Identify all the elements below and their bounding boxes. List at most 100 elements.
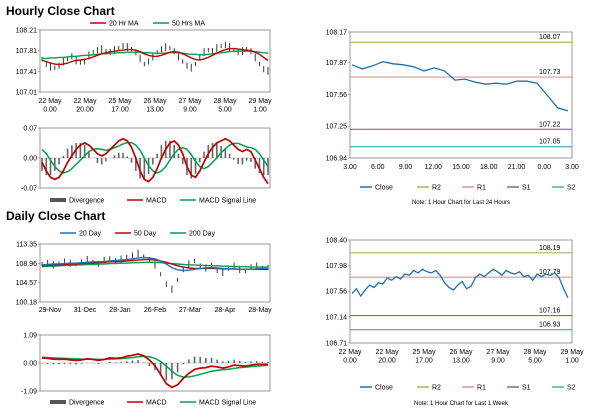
legend-label: Divergence xyxy=(69,400,105,407)
macd-line xyxy=(41,137,269,185)
plot-frame xyxy=(39,243,271,303)
level-label-s2: 106.93 xyxy=(539,322,561,329)
daily-right-y-tick: 108.40 xyxy=(326,238,348,245)
legend-label: R1 xyxy=(477,185,486,192)
hourly-macd-y-tick: 0.00 xyxy=(23,156,37,163)
daily-price-x-tick: 26-Feb xyxy=(144,307,166,314)
daily-right-y-tick: 107.14 xyxy=(326,314,348,321)
legend-label: R2 xyxy=(432,185,441,192)
legend-label: 50 Hrs MA xyxy=(172,21,205,28)
ma50-line xyxy=(42,50,269,60)
legend-label: Divergence xyxy=(69,198,105,205)
hourly-right-y-tick: 107.25 xyxy=(326,124,348,131)
daily-price-x-tick: 29-Nov xyxy=(39,307,62,314)
level-label-s1: 107.16 xyxy=(539,308,561,315)
legend-label: R2 xyxy=(432,385,441,392)
legend-swatch xyxy=(50,198,66,202)
hourly-right-x-tick: 15.00 xyxy=(452,164,470,171)
daily-price-x-tick: 28-Jan xyxy=(109,307,131,314)
legend-label: MACD xyxy=(146,400,167,407)
legend-label: 200 Day xyxy=(189,231,216,238)
daily-macd-y-tick: 1.09 xyxy=(23,333,37,340)
hourly-right-x-tick: 21.00 xyxy=(508,164,526,171)
chart-note: Note: 1 Hour Chart for Last 24 Hours xyxy=(412,200,510,206)
daily-right-y-tick: 107.98 xyxy=(326,263,348,270)
daily-close-levels-chart: 108.19 107.79 107.16 106.93 108.40 107.98 107.… xyxy=(326,238,584,408)
legend-label: Close xyxy=(375,185,393,192)
plot-frame xyxy=(39,29,271,93)
hourly-right-x-tick: 18.00 xyxy=(480,164,498,171)
hourly-price-x-tick: 29 May 1.00 xyxy=(249,98,272,114)
hourly-right-y-tick: 108.17 xyxy=(326,30,348,37)
hourly-price-x-tick: 25 May 17.00 xyxy=(109,98,132,114)
hourly-macd-y-tick: 0.07 xyxy=(23,126,37,133)
level-label-r2: 108.19 xyxy=(539,245,561,252)
hourly-price-y-tick: 107.41 xyxy=(16,69,38,76)
legend-label: MACD Signal Line xyxy=(199,198,256,205)
hourly-close-levels-chart: 108.07 107.73 107.22 107.05 108.17 107.87 107.… xyxy=(326,30,579,207)
daily-price-x-tick: 28-May xyxy=(248,307,272,314)
hourly-right-y-tick: 106.94 xyxy=(326,156,348,163)
hourly-right-x-tick: 6.00 xyxy=(371,164,385,171)
daily-right-x-tick: 29 May 1.00 xyxy=(561,349,584,365)
legend-label: 20 Day xyxy=(79,231,102,238)
daily-right-x-tick: 22 May 20.00 xyxy=(376,349,399,365)
ma20-line xyxy=(41,47,269,66)
daily-macd-chart: 1.09 0.00 -1.09 Divergence MACD MACD Signal L… xyxy=(21,333,271,407)
hourly-macd-y-tick: -0.07 xyxy=(21,186,37,193)
ma20-line xyxy=(41,256,268,272)
plot-frame xyxy=(349,239,573,344)
hourly-right-y-tick: 107.87 xyxy=(326,60,348,67)
legend-label: S1 xyxy=(522,385,531,392)
legend-label: 20 Hr MA xyxy=(109,21,139,28)
daily-price-y-tick: 108.96 xyxy=(16,261,38,268)
legend-label: 50 Day xyxy=(134,231,157,238)
close-line xyxy=(351,268,569,299)
ma200-line xyxy=(41,261,268,268)
daily-macd-y-tick: -1.09 xyxy=(21,389,37,396)
daily-price-x-tick: 28-Apr xyxy=(214,307,236,314)
daily-price-y-tick: 104.57 xyxy=(16,280,38,287)
hourly-right-x-tick: 3.00 xyxy=(565,164,579,171)
daily-right-x-tick: 28 May 5.00 xyxy=(524,349,547,365)
daily-price-x-tick: 27-Mar xyxy=(179,307,202,314)
daily-section-title: Daily Close Chart xyxy=(6,209,106,223)
hourly-price-chart: 20 Hr MA 50 Hrs MA 108.21 107.81 107.41 107.0… xyxy=(16,21,272,114)
daily-right-x-tick: 26 May 13.00 xyxy=(450,349,473,365)
legend-label: MACD xyxy=(146,198,167,205)
hourly-price-x-tick: 22 May 20.00 xyxy=(74,98,97,114)
daily-right-x-tick: 25 May 17.00 xyxy=(413,349,436,365)
legend-label: MACD Signal Line xyxy=(199,400,256,407)
daily-price-x-tick: 31-Dec xyxy=(74,307,97,314)
level-label-s2: 107.05 xyxy=(539,139,561,146)
daily-right-x-tick: 22 May 0.00 xyxy=(339,349,362,365)
level-label-r1: 107.73 xyxy=(539,69,561,76)
daily-price-y-tick: 113.35 xyxy=(16,242,37,249)
level-label-s1: 107.22 xyxy=(539,121,561,128)
hourly-price-y-tick: 107.81 xyxy=(16,48,38,55)
hourly-section-title: Hourly Close Chart xyxy=(6,4,115,18)
hourly-right-x-tick: 0.00 xyxy=(537,164,551,171)
daily-price-y-tick: 100.18 xyxy=(16,300,38,307)
daily-right-y-tick: 106.71 xyxy=(326,341,348,348)
hourly-right-x-tick: 3.00 xyxy=(343,164,357,171)
hourly-price-x-tick: 27 May 9.00 xyxy=(179,98,202,114)
close-line xyxy=(351,61,569,112)
level-label-r2: 108.07 xyxy=(539,34,561,41)
macd-line xyxy=(41,353,269,389)
daily-price-chart: 20 Day 50 Day 200 Day 113.35 108.96 104.57 100… xyxy=(16,231,273,315)
hourly-price-x-tick: 26 May 13.00 xyxy=(144,98,167,114)
level-label-r1: 107.79 xyxy=(539,269,561,276)
chart-note: Note: 1 Hour Chart for Last 1 Week xyxy=(414,401,509,407)
legend-label: R1 xyxy=(477,385,486,392)
hourly-price-y-tick: 107.01 xyxy=(16,90,38,97)
hourly-price-y-tick: 108.21 xyxy=(16,28,38,35)
plot-frame xyxy=(349,31,573,159)
legend-swatch xyxy=(50,400,66,404)
daily-macd-y-tick: 0.00 xyxy=(23,361,37,368)
legend-label: S2 xyxy=(567,185,576,192)
hourly-right-y-tick: 107.56 xyxy=(326,92,348,99)
daily-right-x-tick: 27 May 9.00 xyxy=(487,349,510,365)
hourly-price-x-tick: 22 May 0.00 xyxy=(39,98,62,114)
legend-label: Close xyxy=(375,385,393,392)
